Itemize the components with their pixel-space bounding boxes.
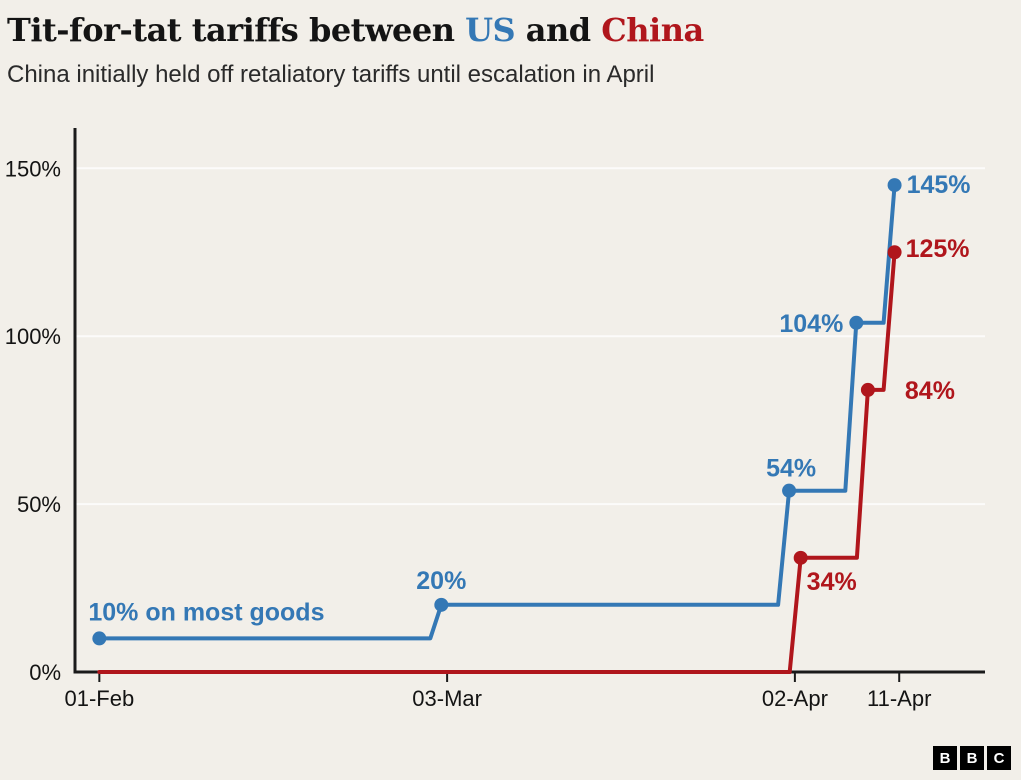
y-tick-label: 50% xyxy=(17,492,61,517)
chart-title-part: and xyxy=(515,11,602,49)
data-point-dot-us xyxy=(887,178,902,193)
bbc-logo-letter: C xyxy=(987,746,1011,770)
chart-title: Tit-for-tat tariffs between US and China xyxy=(7,12,704,49)
tariff-step-chart: 0% 50% 100% 150% 01-Feb 03-Mar 02-Apr 11-Apr 10%… xyxy=(5,128,985,711)
chart-title-part: China xyxy=(601,11,704,49)
data-point-dot-us xyxy=(782,483,797,498)
chart-subtitle: China initially held off retaliatory tar… xyxy=(7,60,655,88)
bbc-logo-letter: B xyxy=(933,746,957,770)
data-point-dot-us xyxy=(92,631,107,646)
chart-title-part: Tit-for-tat tariffs between xyxy=(7,11,466,49)
data-point-label-us: 104% xyxy=(779,310,843,338)
data-point-dot-us xyxy=(434,597,449,612)
data-point-dot-us xyxy=(849,315,864,330)
data-point-label-us: 54% xyxy=(766,455,816,483)
bbc-logo-letter: B xyxy=(960,746,984,770)
x-tick-label: 03-Mar xyxy=(412,686,482,711)
chart-header: Tit-for-tat tariffs between US and China… xyxy=(7,12,704,89)
x-tick-label: 02-Apr xyxy=(762,686,828,711)
series-line-china xyxy=(97,250,897,674)
data-point-dot-china xyxy=(793,550,808,565)
data-point-dot-china xyxy=(860,382,875,397)
data-point-label-china: 34% xyxy=(807,568,857,596)
y-tick-label: 150% xyxy=(5,156,61,181)
series-line-us xyxy=(97,183,897,641)
data-point-label-us: 20% xyxy=(416,567,466,595)
data-point-label-us: 145% xyxy=(907,171,971,199)
data-point-label-china: 125% xyxy=(906,235,970,263)
x-tick-label: 11-Apr xyxy=(867,686,931,711)
chart-title-part: US xyxy=(465,11,516,49)
data-point-label-us: 10% on most goods xyxy=(88,598,324,626)
data-point-dot-china xyxy=(887,245,902,260)
data-point-label-china: 84% xyxy=(905,377,955,405)
y-tick-label: 0% xyxy=(29,660,61,685)
x-tick-label: 01-Feb xyxy=(64,686,134,711)
y-tick-label: 100% xyxy=(5,324,61,349)
